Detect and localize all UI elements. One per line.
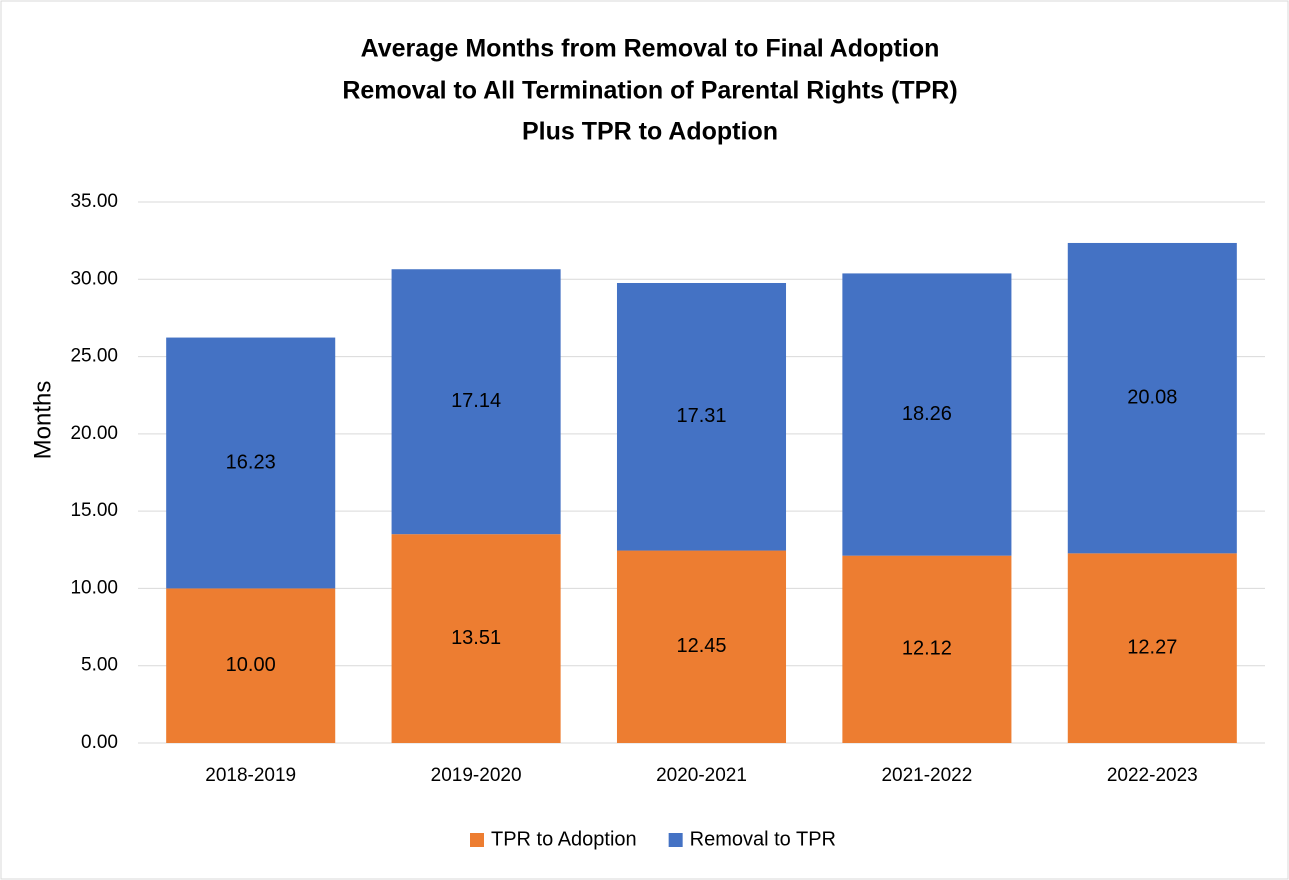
chart-title: Plus TPR to Adoption	[522, 118, 778, 146]
y-tick-label: 10.00	[70, 577, 118, 598]
data-label: 18.26	[902, 403, 952, 425]
y-tick-label: 30.00	[70, 268, 118, 289]
data-label: 12.27	[1127, 636, 1177, 658]
bar-segment	[616, 282, 787, 551]
data-label: 10.00	[226, 654, 276, 676]
data-label: 20.08	[1127, 386, 1177, 408]
y-tick-label: 35.00	[70, 191, 118, 212]
y-tick-label: 15.00	[70, 500, 118, 521]
y-tick-label: 25.00	[70, 346, 118, 367]
bar-segment	[842, 273, 1012, 556]
bar-segment	[1067, 553, 1237, 743]
y-axis-label: Months	[29, 381, 56, 460]
chart-title: Average Months from Removal to Final Ado…	[361, 35, 940, 63]
bar-segment	[842, 555, 1012, 743]
legend-label: Removal to TPR	[690, 828, 836, 850]
bar-segment	[1067, 242, 1237, 554]
bar-segment	[616, 550, 787, 743]
data-label: 13.51	[451, 627, 501, 649]
y-tick-label: 20.00	[70, 423, 118, 444]
data-label: 12.12	[902, 638, 952, 660]
x-tick-label: 2020-2021	[656, 765, 747, 786]
legend-swatch	[470, 833, 484, 847]
x-tick-label: 2022-2023	[1107, 765, 1198, 786]
legend-swatch	[668, 833, 683, 847]
x-tick-label: 2021-2022	[881, 765, 972, 786]
chart-title: Removal to All Termination of Parental R…	[342, 77, 957, 105]
bar-segment	[391, 269, 561, 535]
x-tick-label: 2018-2019	[205, 765, 296, 786]
y-tick-label: 5.00	[81, 655, 118, 676]
x-tick-label: 2019-2020	[431, 765, 522, 786]
data-label: 17.14	[451, 390, 501, 412]
bar-segment	[166, 337, 336, 589]
bar-segment	[166, 588, 336, 743]
data-label: 12.45	[676, 635, 726, 657]
data-label: 17.31	[676, 405, 726, 427]
legend-label: TPR to Adoption	[491, 828, 637, 850]
y-tick-label: 0.00	[81, 732, 118, 753]
bar-segment	[391, 534, 561, 743]
data-label: 16.23	[226, 451, 276, 473]
